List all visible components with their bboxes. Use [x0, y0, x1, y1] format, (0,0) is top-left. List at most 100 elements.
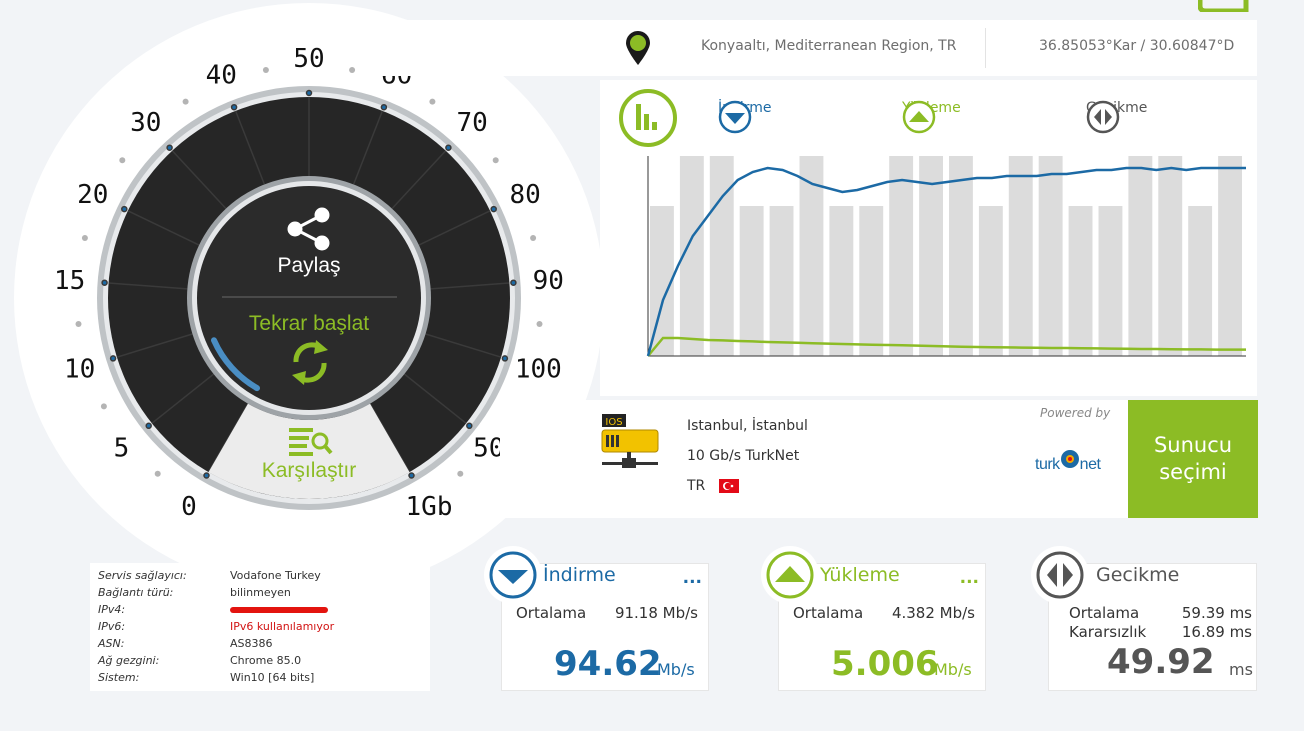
gauge-scale-label: 5	[114, 434, 130, 464]
info-row: Bağlantı türü: bilinmeyen	[98, 586, 291, 599]
gauge-tick-marker	[101, 279, 108, 286]
info-row: ASN: AS8386	[98, 637, 273, 650]
share-icon[interactable]	[287, 207, 330, 251]
gauge-tick-marker	[121, 205, 128, 213]
server-country: TR	[687, 478, 740, 494]
info-row: Servis sağlayıcı: Vodafone Turkey	[98, 569, 321, 582]
gauge-segment-line	[418, 210, 491, 246]
info-row: Ağ gezgini: Chrome 85.0	[98, 654, 301, 667]
info-key: ASN:	[98, 637, 125, 650]
info-value: bilinmeyen	[230, 586, 291, 599]
gauge-tick-marker	[203, 472, 210, 479]
share-label[interactable]: Paylaş	[277, 254, 341, 277]
gauge-scale-label: 80	[510, 180, 541, 210]
upload-title: Yükleme	[820, 564, 900, 586]
restart-icon[interactable]	[292, 340, 328, 385]
gauge-tick-marker	[445, 144, 452, 151]
gauge-center	[197, 186, 421, 410]
chart-bar	[859, 206, 884, 356]
download-title: İndirme	[543, 564, 616, 586]
download-more-button[interactable]: ...	[682, 568, 702, 588]
download-arrow-icon	[718, 100, 752, 134]
gauge-tick-dot	[530, 235, 537, 241]
chart-bar	[1098, 206, 1123, 356]
gauge-tick-marker	[145, 422, 152, 430]
upload-more-button[interactable]: ...	[959, 568, 979, 588]
location-pin-icon	[626, 31, 650, 65]
gauge-segment-line	[108, 282, 188, 290]
info-value: AS8386	[230, 637, 273, 650]
gauge-segment-line	[430, 282, 510, 290]
info-row: Sistem: Win10 [64 bits]	[98, 671, 314, 684]
legend-latency[interactable]: Gecikme	[1086, 100, 1147, 134]
info-row: IPv4:	[98, 603, 328, 616]
chart-bar	[739, 206, 764, 356]
latency-avg-value: 59.39 ms	[1181, 604, 1252, 622]
gauge-scale-label: 20	[77, 180, 108, 210]
gauge-tick-marker	[380, 103, 388, 111]
latency-jitter-label: Kararsızlık	[1069, 623, 1147, 641]
gauge-segment-line	[425, 333, 502, 358]
chart-bar	[1038, 156, 1063, 356]
gauge-tick-marker	[230, 103, 238, 111]
turkey-flag-icon	[719, 479, 740, 493]
gauge-segment-line	[171, 150, 227, 210]
chart-bar	[799, 156, 824, 356]
chart-bar	[1068, 206, 1093, 356]
server-panel: IOS Istanbul, İstanbul 10 Gb/s TurkNet T…	[500, 400, 1128, 518]
server-country-code: TR	[687, 478, 706, 494]
download-value: 94.62	[554, 644, 662, 684]
latency-avg-label: Ortalama	[1069, 604, 1140, 622]
info-key: Ağ gezgini:	[98, 654, 160, 667]
chart-bar	[889, 156, 914, 356]
location-text: Konyaaltı, Mediterranean Region, TR	[701, 38, 957, 54]
gauge-tick-marker	[109, 355, 117, 362]
upload-avg-value: 4.382 Mb/s	[891, 604, 975, 622]
upload-arrow-icon	[902, 100, 936, 134]
server-select-button[interactable]: Sunucu seçimi	[1128, 400, 1258, 518]
speed-gauge: 05101520304050607080901005001Gb	[14, 3, 604, 593]
gauge-segment-line	[391, 150, 447, 210]
upload-arrow-icon	[766, 551, 814, 599]
gauge-segment-line	[151, 373, 215, 424]
legend-download[interactable]: İndirme	[718, 100, 772, 134]
chart-bar	[1188, 206, 1213, 356]
chart-panel: İndirme Yükleme Gecikme	[600, 80, 1257, 396]
location-bar: Konyaaltı, Mediterranean Region, TR 36.8…	[365, 20, 1257, 76]
gauge-tick-dot	[119, 157, 126, 164]
chart-bar	[1128, 156, 1153, 356]
download-arrow-icon	[489, 551, 537, 599]
latency-title: Gecikme	[1096, 564, 1180, 586]
card-latency-icon-holder	[1031, 546, 1089, 604]
brand-prefix: turk	[1035, 456, 1060, 473]
brand-suffix: net	[1079, 456, 1101, 473]
chart-bar	[679, 156, 704, 356]
info-value: Chrome 85.0	[230, 654, 302, 667]
compare-button[interactable]	[208, 403, 410, 499]
download-series-line	[646, 166, 1246, 357]
chart-bar	[650, 206, 674, 356]
chart-bar	[1158, 156, 1183, 356]
server-icon: IOS	[601, 414, 659, 468]
info-value: IPv6 kullanılamıyor	[230, 620, 335, 633]
gauge-tick-dot	[492, 157, 499, 164]
server-city: Istanbul, İstanbul	[687, 418, 808, 434]
turknet-logo: turk net	[1035, 449, 1101, 474]
compare-label[interactable]: Karşılaştır	[261, 459, 357, 482]
gauge-scale-label: 10	[64, 355, 95, 385]
gauge-scale-label: 15	[54, 266, 85, 296]
gauge-tick-dot	[457, 470, 464, 477]
info-key: Bağlantı türü:	[98, 586, 174, 599]
card-upload-icon-holder	[761, 546, 819, 604]
connection-info-panel: Servis sağlayıcı: Vodafone Turkey Bağlantı…	[90, 563, 430, 691]
restart-button[interactable]: Tekrar başlat	[248, 312, 370, 335]
chart-bar	[978, 206, 1003, 356]
gauge-segment-line	[234, 110, 266, 185]
legend-upload[interactable]: Yükleme	[902, 100, 961, 134]
latency-value: 49.92	[1107, 642, 1215, 682]
speed-chart	[619, 89, 1246, 357]
divider	[985, 28, 986, 68]
latency-arrows-icon	[1086, 100, 1120, 134]
chart-bar	[769, 206, 794, 356]
compare-icon[interactable]	[289, 428, 333, 456]
